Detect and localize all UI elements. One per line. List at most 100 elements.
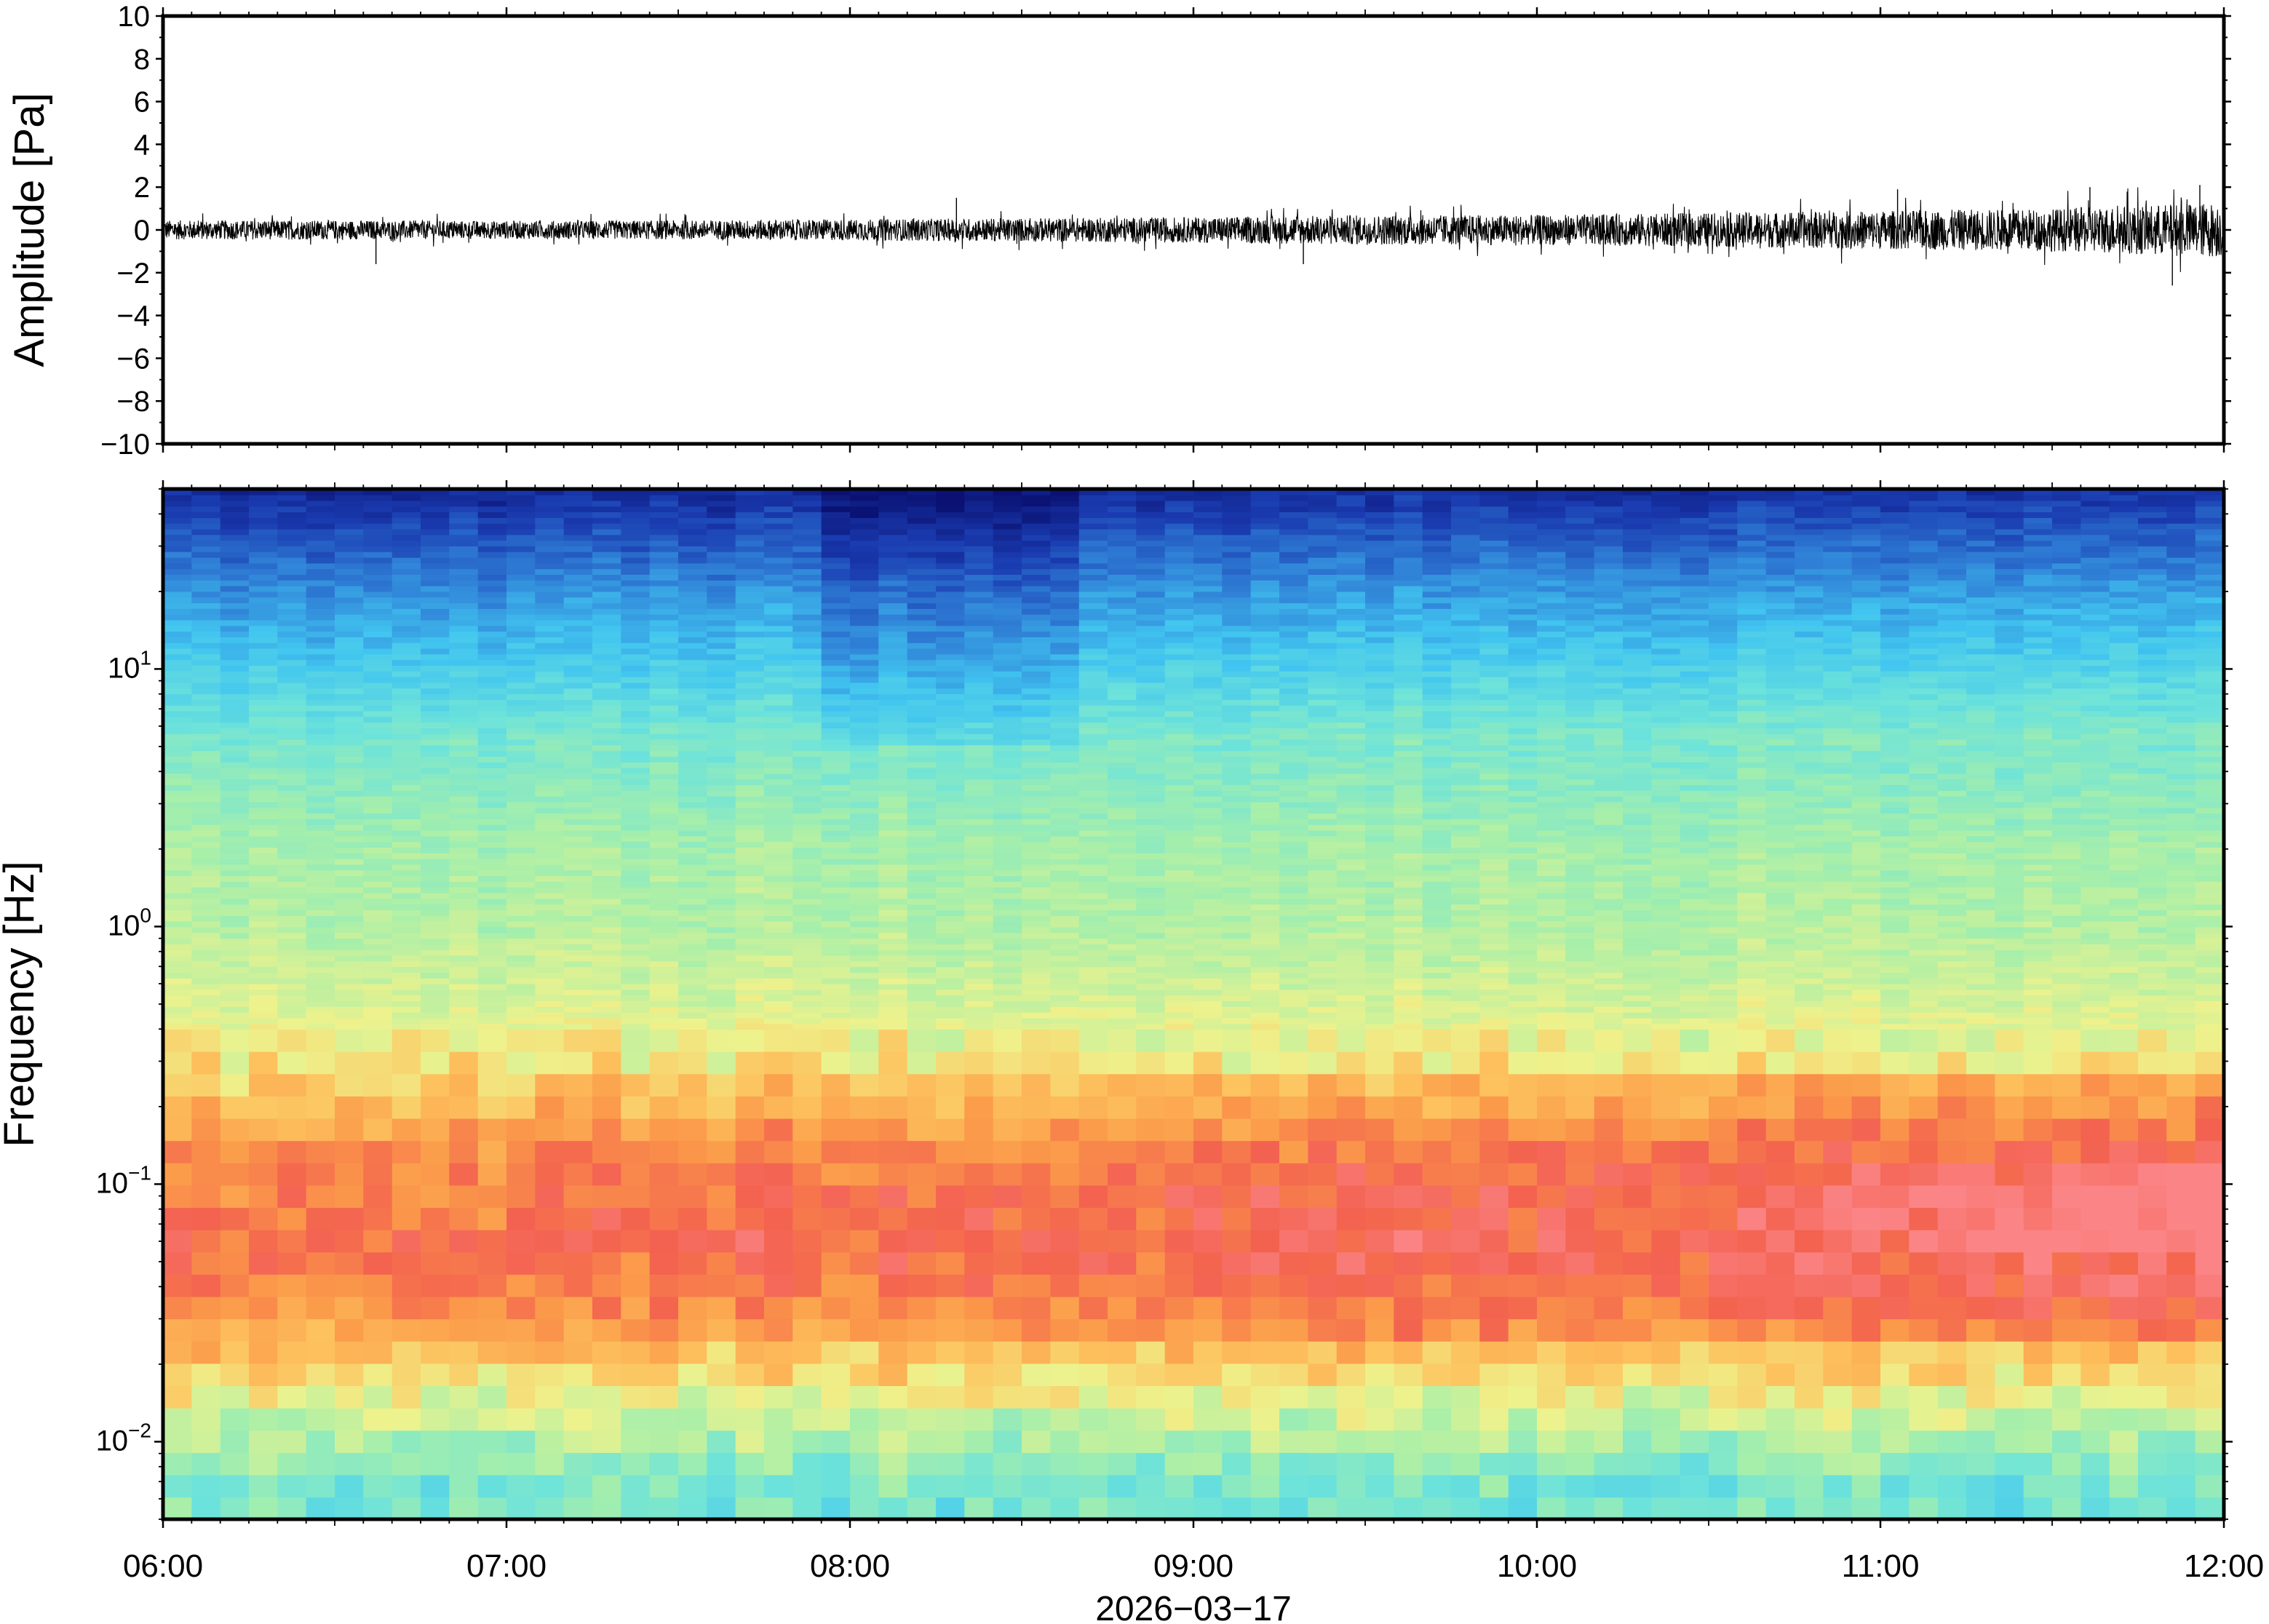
spectrogram-cell: [477, 528, 507, 536]
spectrogram-cell: [964, 909, 994, 916]
spectrogram-cell: [477, 944, 507, 950]
spectrogram-cell: [1308, 1497, 1338, 1520]
spectrogram-cell: [993, 631, 1022, 637]
spectrogram-cell: [277, 1006, 307, 1013]
spectrogram-cell: [649, 756, 679, 763]
spectrogram-cell: [220, 790, 250, 797]
spectrogram-cell: [1022, 739, 1052, 746]
spectrogram-cell: [392, 881, 421, 888]
spectrogram-cell: [964, 528, 994, 536]
spectrogram-cell: [707, 585, 736, 592]
spectrogram-cell: [1164, 512, 1194, 518]
spectrogram-cell: [306, 688, 335, 695]
spectrogram-cell: [306, 767, 335, 774]
spectrogram-cell: [1250, 562, 1280, 570]
spectrogram-cell: [592, 801, 622, 808]
spectrogram-cell: [678, 881, 708, 888]
spectrogram-cell: [191, 932, 221, 939]
spectrogram-cell: [535, 829, 565, 837]
spectrogram-cell: [1050, 955, 1080, 962]
spectrogram-cell: [678, 892, 708, 899]
spectrogram-cell: [335, 1207, 365, 1230]
spectrogram-cell: [506, 1011, 536, 1019]
spectrogram-cell: [449, 779, 479, 786]
spectrogram-cell: [993, 949, 1022, 956]
spectrogram-cell: [163, 682, 193, 689]
spectrogram-cell: [1050, 494, 1080, 501]
spectrogram-cell: [621, 1407, 651, 1431]
spectrogram-cell: [821, 1452, 851, 1476]
spectrogram-cell: [191, 829, 221, 837]
spectrogram-cell: [363, 506, 393, 512]
spectrogram-cell: [1022, 704, 1052, 712]
spectrogram-cell: [1279, 1096, 1309, 1119]
spectrogram-cell: [621, 1185, 651, 1209]
spectrogram-cell: [678, 693, 708, 700]
spectrogram-cell: [220, 813, 250, 819]
spectrogram-cell: [1279, 591, 1309, 598]
spectrogram-cell: [707, 1185, 736, 1209]
spectrogram-cell: [649, 1051, 679, 1075]
spectrogram-cell: [1250, 552, 1280, 558]
spectrogram-cell: [764, 585, 794, 592]
spectrogram-cell: [1279, 631, 1309, 637]
spectrogram-cell: [649, 1296, 679, 1320]
spectrogram-cell: [449, 904, 479, 910]
spectrogram-cell: [363, 619, 393, 626]
spectrogram-cell: [306, 733, 335, 740]
spectrogram-cell: [936, 1318, 966, 1342]
spectrogram-cell: [1222, 1023, 1252, 1030]
spectrogram-cell: [421, 966, 450, 973]
spectrogram-cell: [678, 1318, 708, 1342]
spectrogram-cell: [163, 779, 193, 786]
spectrogram-cell: [392, 926, 421, 934]
spectrogram-cell: [477, 1163, 507, 1186]
spectrogram-cell: [678, 500, 708, 507]
spectrogram-cell: [1279, 864, 1309, 871]
spectrogram-cell: [1222, 750, 1252, 757]
spectrogram-cell: [1308, 955, 1338, 962]
spectrogram-cell: [277, 716, 307, 723]
spectrogram-cell: [1078, 1452, 1108, 1476]
spectrogram-cell: [191, 517, 221, 524]
spectrogram-cell: [621, 716, 651, 723]
spectrogram-cell: [1108, 819, 1137, 825]
spectrogram-cell: [335, 534, 365, 541]
spectrogram-cell: [477, 938, 507, 944]
spectrogram-cell: [421, 1029, 450, 1052]
spectrogram-cell: [163, 909, 193, 916]
spectrogram-cell: [506, 517, 536, 524]
spectrogram-cell: [936, 574, 966, 581]
spectrogram-cell: [907, 659, 937, 666]
spectrogram-cell: [563, 665, 593, 672]
spectrogram-cell: [563, 887, 593, 893]
spectrogram-cell: [277, 494, 307, 501]
spectrogram-cell: [191, 944, 221, 950]
spectrogram-cell: [592, 704, 622, 712]
spectrogram-cell: [1308, 1006, 1338, 1013]
spectrogram-cell: [163, 864, 193, 871]
spectrogram-cell: [1108, 665, 1137, 672]
spectrogram-cell: [1250, 528, 1280, 536]
spectrogram-cell: [392, 829, 421, 837]
spectrogram-cell: [764, 500, 794, 507]
spectrogram-cell: [1193, 704, 1223, 712]
spectrogram-cell: [707, 1318, 736, 1342]
spectrogram-cell: [964, 506, 994, 512]
spectrogram-cell: [220, 546, 250, 552]
spectrogram-cell: [249, 619, 279, 626]
spectrogram-cell: [1279, 562, 1309, 570]
waveform-y-tick-label: 4: [134, 129, 150, 161]
spectrogram-cell: [936, 671, 966, 677]
spectrogram-cell: [535, 494, 565, 501]
spectrogram-cell: [592, 949, 622, 956]
spectrogram-cell: [1022, 580, 1052, 586]
spectrogram-cell: [277, 853, 307, 859]
spectrogram-cell: [220, 699, 250, 706]
spectrogram-cell: [964, 574, 994, 581]
spectrogram-cell: [707, 602, 736, 609]
spectrogram-cell: [249, 534, 279, 541]
spectrogram-cell: [1078, 1430, 1108, 1453]
spectrogram-cell: [1222, 995, 1252, 1001]
spectrogram-cell: [1193, 653, 1223, 661]
